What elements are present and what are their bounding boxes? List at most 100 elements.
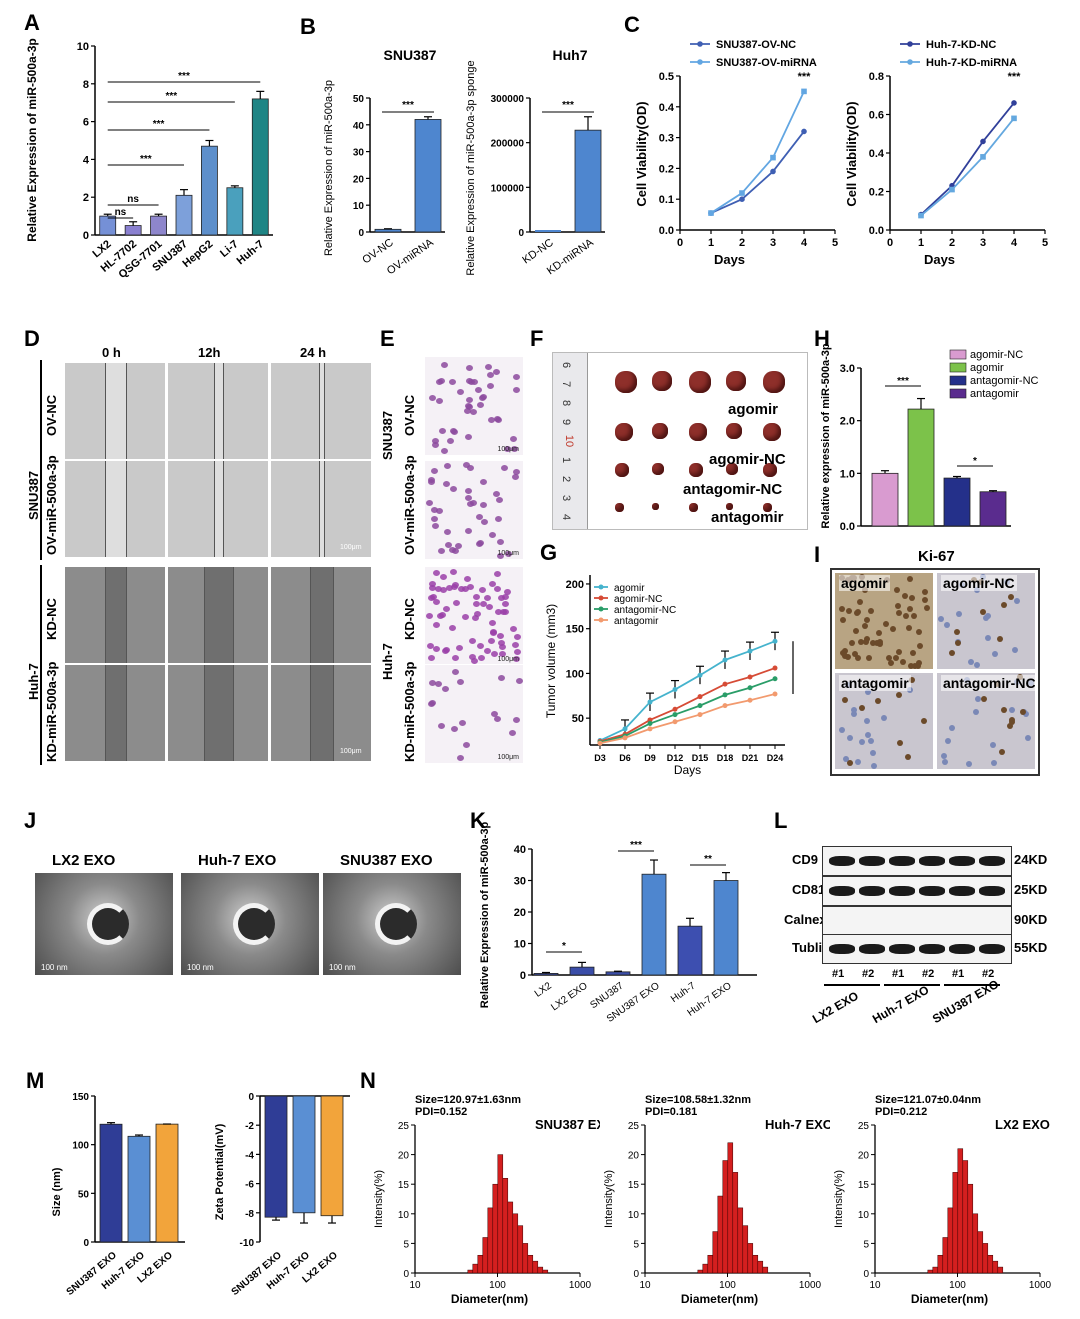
stained-cell [449,378,457,385]
nucleus [862,623,869,630]
g-point-antagomir-NC [722,692,728,698]
stained-cell [430,507,438,514]
ruler-number: 6 [560,361,573,369]
stained-cell [464,487,472,494]
h-legend-label: antagomir-NC [970,375,1039,387]
stained-cell [504,588,512,595]
stained-cell [498,643,506,650]
stained-cell [470,658,478,665]
nucleus [985,634,992,641]
a-sig: ns [127,194,139,205]
a-sig: ns [115,207,127,218]
d-group-huh7: Huh-7 [26,663,41,700]
h-ytick-label: 0.0 [840,521,855,533]
nucleus [851,651,858,658]
h-ylabel: Relative expression of miR-500a-3p [820,343,832,529]
k-bar-SNU387 [605,971,631,976]
a-bar-Li-7 [226,187,244,236]
n-hist-bar [707,1254,714,1274]
nucleus [896,610,903,617]
m-bar-LX2 EXO [320,1095,344,1217]
wound-image [64,460,166,558]
stained-cell [465,434,473,441]
a-sig: *** [140,154,152,165]
stained-cell [469,637,477,644]
stained-cell [512,374,520,381]
wb-lane-label: #1 [892,968,905,980]
g-point-agomir [672,687,678,693]
wound-image [270,664,372,762]
h-legend-swatch [949,388,967,399]
stained-cell [472,614,480,621]
k-xtick-label: LX2 EXO [549,980,590,1013]
wound-image [167,460,269,558]
stained-cell [466,397,474,404]
k-bar-Huh-7 [677,925,703,976]
k-bar-Huh-7 EXO [713,880,739,976]
g-xtick-label: D21 [742,753,759,763]
stained-cell [438,548,446,555]
panel-label-e: E [380,326,395,351]
a-ytick-label: 8 [83,79,89,91]
d-row-ov-nc: OV-NC [44,394,59,436]
ihc-image-agomir: agomir [834,572,934,670]
b-xtick-label: OV-NC [360,237,395,267]
n-hist-bar [717,1195,724,1274]
n-ytick-label: 15 [858,1180,870,1191]
stained-cell [457,679,465,686]
nucleus [876,630,883,637]
ihc-label: antagomir [839,675,911,691]
g-legend-label: antagomir-NC [614,605,676,616]
k-sig: * [562,941,566,952]
nucleus [899,659,906,665]
n-hist-bar [507,1201,514,1274]
n-ytick-label: 25 [398,1121,410,1132]
tumor-3-1 [652,503,659,510]
stained-cell [456,754,464,761]
b-B2-ytick-label: 0 [518,228,524,239]
wb-band [859,856,885,866]
b-B2-ytick-label: 100000 [491,183,525,194]
nucleus [892,655,899,662]
stained-cell [516,677,523,684]
wound-gap [204,567,234,663]
nucleus [896,648,903,655]
nucleus [895,602,902,609]
m-M2-ytick-label: -4 [245,1150,254,1161]
nucleus [896,739,903,746]
stained-cell [429,394,437,401]
a-xtick-label: Huh-7 [235,238,267,267]
d-header-24h: 24 h [300,345,327,360]
h-bar-antagomir-NC [943,477,971,527]
nucleus [839,726,846,733]
stained-cell [496,538,504,545]
wb-band [919,856,945,866]
wb-band [859,886,885,896]
n-hist-bar [542,1269,549,1274]
c-point-SNU387-OV-NC [739,196,745,202]
nucleus [1023,710,1030,717]
wb-band [889,886,915,896]
nucleus [883,620,890,627]
stained-cell [436,397,444,404]
n-hist-bar [472,1263,479,1274]
scale-bar: 100μm [497,656,519,663]
c-xtick-label: 1 [708,237,714,249]
tem-title: Huh-7 EXO [198,852,277,869]
exosome-vesicle [375,903,417,945]
h-sig-2: * [973,456,977,467]
ruler-number: 9 [560,418,573,426]
ihc-image-antagomir: antagomir [834,672,934,770]
n-xtick-label: 10 [639,1280,651,1291]
b-bar-OV-NC [374,228,402,233]
h-legend-swatch [949,349,967,360]
a-ytick-label: 2 [83,192,89,204]
c-xtick-label: 0 [887,237,893,249]
n-ytick-label: 5 [403,1239,409,1250]
panel-label-i: I [814,542,821,567]
n-xtick-label: 100 [949,1280,966,1291]
c-xtick-label: 2 [949,237,955,249]
c-ylabel: Cell Viability(OD) [634,101,649,206]
g-point-antagomir-NC [697,703,703,709]
